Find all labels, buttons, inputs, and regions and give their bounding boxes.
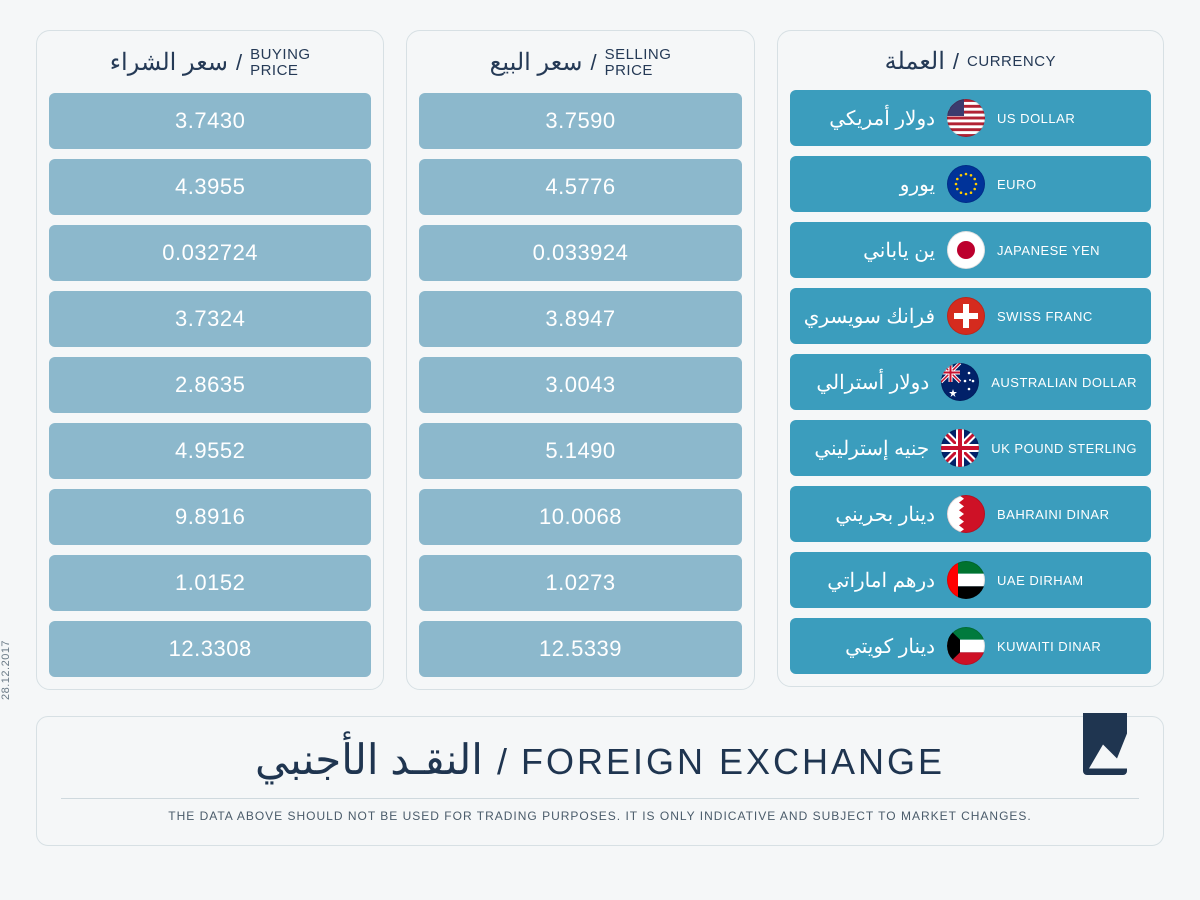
selling-header-en: SELLING PRICE (605, 47, 672, 79)
selling-price-pill: 5.1490 (419, 423, 741, 479)
footer-divider (61, 798, 1139, 799)
currency-name-ar: دينار بحريني (804, 502, 935, 527)
selling-price-pill: 3.0043 (419, 357, 741, 413)
slash-icon: / (497, 741, 507, 783)
buying-header-en: BUYING PRICE (250, 47, 311, 79)
currency-header: العملة / CURRENCY (790, 41, 1151, 90)
kw-flag-icon (947, 627, 985, 665)
currency-pill: دينار بحريني BAHRAINI DINAR (790, 486, 1151, 542)
currency-name-en: AUSTRALIAN DOLLAR (991, 375, 1137, 390)
buying-price-pill: 4.3955 (49, 159, 371, 215)
currency-pill: دولار أمريكي US DOLLAR (790, 90, 1151, 146)
currency-name-ar: يورو (804, 172, 935, 197)
currency-name-en: SWISS FRANC (997, 309, 1137, 324)
selling-price-pill: 0.033924 (419, 225, 741, 281)
bh-flag-icon (947, 495, 985, 533)
footer-title: النقـد الأجنبي / FOREIGN EXCHANGE (61, 735, 1139, 784)
slash-icon: / (953, 49, 959, 75)
footer-card: النقـد الأجنبي / FOREIGN EXCHANGE THE DA… (36, 716, 1164, 846)
buying-price-pill: 2.8635 (49, 357, 371, 413)
currency-header-ar: العملة (885, 47, 945, 76)
currency-name-en: UAE DIRHAM (997, 573, 1137, 588)
buying-price-pill: 1.0152 (49, 555, 371, 611)
currency-name-en: US DOLLAR (997, 111, 1137, 126)
currency-name-ar: دولار أسترالي (804, 370, 930, 395)
selling-column: سعر البيع / SELLING PRICE 3.7590 4.5776 0.… (406, 30, 754, 690)
currency-pill: دولار أسترالي AUSTRALIAN DOLLAR (790, 354, 1151, 410)
currency-pill: درهم اماراتي UAE DIRHAM (790, 552, 1151, 608)
buying-price-pill: 12.3308 (49, 621, 371, 677)
gb-flag-icon (941, 429, 979, 467)
slash-icon: / (236, 50, 242, 76)
selling-header-ar: سعر البيع (490, 48, 583, 77)
currency-column: العملة / CURRENCY دولار أمريكي US DOLLAR… (777, 30, 1164, 687)
buying-column: سعر الشراء / BUYING PRICE 3.7430 4.3955 0.… (36, 30, 384, 690)
jp-flag-icon (947, 231, 985, 269)
currency-name-ar: فرانك سويسري (804, 304, 935, 329)
currency-list: دولار أمريكي US DOLLAR يورو EURO ين ياباني J… (790, 90, 1151, 674)
selling-price-pill: 3.7590 (419, 93, 741, 149)
currency-name-ar: جنيه إسترليني (804, 436, 930, 461)
selling-price-pill: 4.5776 (419, 159, 741, 215)
eu-flag-icon (947, 165, 985, 203)
buying-price-pill: 0.032724 (49, 225, 371, 281)
currency-name-en: UK POUND STERLING (991, 441, 1137, 456)
currency-pill: جنيه إسترليني UK POUND STERLING (790, 420, 1151, 476)
currency-name-ar: ين ياباني (804, 238, 935, 263)
forex-page: سعر الشراء / BUYING PRICE 3.7430 4.3955 0.… (0, 0, 1200, 900)
buying-header: سعر الشراء / BUYING PRICE (49, 41, 371, 93)
buying-list: 3.7430 4.3955 0.032724 3.7324 2.8635 4.9552 9.… (49, 93, 371, 677)
us-flag-icon (947, 99, 985, 137)
currency-name-ar: دينار كويتي (804, 634, 935, 659)
buying-header-ar: سعر الشراء (110, 48, 228, 77)
au-flag-icon (941, 363, 979, 401)
currency-pill: ين ياباني JAPANESE YEN (790, 222, 1151, 278)
ch-flag-icon (947, 297, 985, 335)
buying-price-pill: 3.7324 (49, 291, 371, 347)
columns-container: سعر الشراء / BUYING PRICE 3.7430 4.3955 0.… (36, 30, 1164, 690)
selling-list: 3.7590 4.5776 0.033924 3.8947 3.0043 5.1490 10… (419, 93, 741, 677)
selling-price-pill: 12.5339 (419, 621, 741, 677)
footer-title-ar: النقـد الأجنبي (255, 735, 483, 784)
buying-price-pill: 3.7430 (49, 93, 371, 149)
buying-price-pill: 4.9552 (49, 423, 371, 479)
currency-pill: دينار كويتي KUWAITI DINAR (790, 618, 1151, 674)
ae-flag-icon (947, 561, 985, 599)
slash-icon: / (590, 50, 596, 76)
selling-price-pill: 1.0273 (419, 555, 741, 611)
currency-name-en: EURO (997, 177, 1137, 192)
currency-name-en: JAPANESE YEN (997, 243, 1137, 258)
selling-price-pill: 3.8947 (419, 291, 741, 347)
currency-name-ar: درهم اماراتي (804, 568, 935, 593)
bank-logo-icon (1083, 713, 1127, 775)
selling-price-pill: 10.0068 (419, 489, 741, 545)
currency-header-en: CURRENCY (967, 54, 1056, 70)
currency-name-ar: دولار أمريكي (804, 106, 935, 131)
currency-name-en: KUWAITI DINAR (997, 639, 1137, 654)
currency-pill: يورو EURO (790, 156, 1151, 212)
date-label: 28.12.2017 (0, 640, 12, 700)
footer-title-en: FOREIGN EXCHANGE (521, 741, 945, 783)
currency-pill: فرانك سويسري SWISS FRANC (790, 288, 1151, 344)
selling-header: سعر البيع / SELLING PRICE (419, 41, 741, 93)
currency-name-en: BAHRAINI DINAR (997, 507, 1137, 522)
buying-price-pill: 9.8916 (49, 489, 371, 545)
disclaimer-text: THE DATA ABOVE SHOULD NOT BE USED FOR TR… (61, 809, 1139, 823)
